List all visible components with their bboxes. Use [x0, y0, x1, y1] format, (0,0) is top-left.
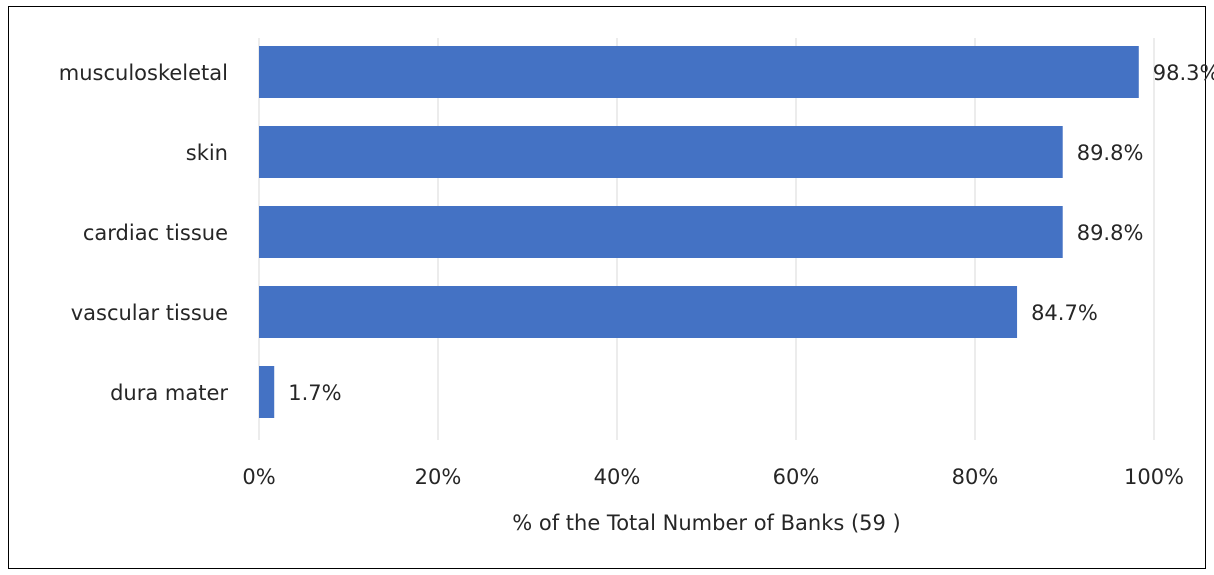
category-label-0: musculoskeletal	[59, 61, 228, 85]
x-tick-label-5: 100%	[1124, 465, 1184, 489]
x-tick-label-0: 0%	[242, 465, 275, 489]
x-tick-label-1: 20%	[415, 465, 462, 489]
category-label-3: vascular tissue	[71, 301, 228, 325]
x-tick-label-4: 80%	[952, 465, 999, 489]
category-label-2: cardiac tissue	[83, 221, 228, 245]
bar-3	[259, 286, 1018, 338]
bar-1	[259, 126, 1063, 178]
data-label-4: 1.7%	[288, 381, 341, 405]
category-label-4: dura mater	[110, 381, 228, 405]
data-labels: 98.3% 89.8% 89.8% 84.7% 1.7%	[288, 61, 1214, 405]
x-axis-title: % of the Total Number of Banks (59 )	[512, 511, 901, 535]
x-tick-label-3: 60%	[773, 465, 820, 489]
data-label-3: 84.7%	[1031, 301, 1098, 325]
data-label-1: 89.8%	[1077, 141, 1144, 165]
x-tick-labels: 0% 20% 40% 60% 80% 100%	[242, 465, 1184, 489]
data-label-2: 89.8%	[1077, 221, 1144, 245]
bar-4	[259, 366, 275, 418]
category-label-1: skin	[186, 141, 228, 165]
bars	[259, 46, 1139, 418]
data-label-0: 98.3%	[1153, 61, 1214, 85]
bar-0	[259, 46, 1139, 98]
category-labels: musculoskeletal skin cardiac tissue vascula…	[59, 61, 229, 405]
bar-2	[259, 206, 1063, 258]
x-tick-label-2: 40%	[594, 465, 641, 489]
